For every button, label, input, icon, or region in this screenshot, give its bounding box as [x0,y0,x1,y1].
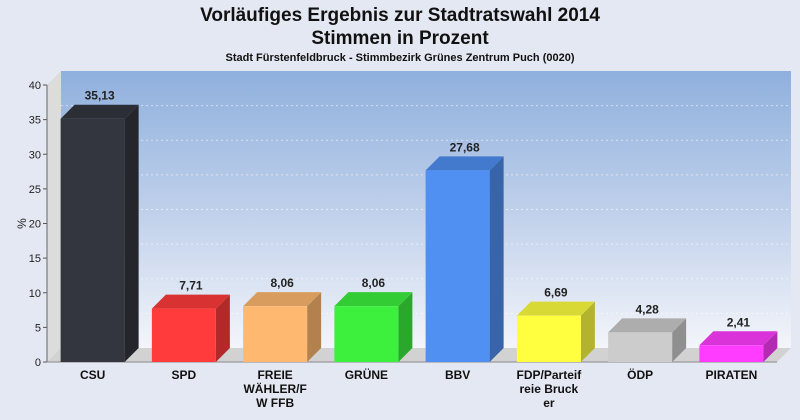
bar-front [243,306,308,362]
bar-side [307,292,322,362]
bar-side [763,331,778,362]
x-tick-label: FDP/Parteif [517,368,583,382]
y-tick-label: 5 [35,322,41,334]
bar-2[interactable] [151,294,230,362]
x-tick-label: FREIE [257,368,292,382]
y-tick-label: 0 [35,357,41,369]
x-tick-label: GRÜNE [345,367,388,382]
chart-subtitle: Stadt Fürstenfeldbruck - Stimmbezirk Grü… [225,52,575,64]
bar-top [243,292,322,307]
y-tick-label: 15 [29,253,41,265]
bar-8[interactable] [699,331,778,362]
y-tick-label: 25 [29,184,41,196]
bar-side [215,294,230,362]
bar-front [608,332,673,362]
bar-top [60,104,139,119]
x-tick-label: SPD [172,368,197,382]
x-tick-label: W FFB [256,396,294,410]
bar-top [608,318,687,333]
plot-floor [47,348,791,362]
bar-top [425,156,504,171]
bar-7[interactable] [608,318,687,362]
x-tick-label: CSU [80,368,105,382]
bar-value-label: 6,69 [544,286,568,300]
bar-side [124,104,139,363]
bar-3[interactable] [243,292,322,362]
bar-value-label: 4,28 [635,302,659,316]
bar-value-label: 7,71 [179,279,203,293]
bar-value-label: 8,06 [362,276,386,290]
y-tick-label: 35 [29,115,41,127]
bar-6[interactable] [516,301,595,362]
bar-value-label: 27,68 [450,140,480,154]
bars [60,104,778,363]
y-tick-label: 10 [29,288,41,300]
chart-title: Vorläufiges Ergebnis zur Stadtratswahl 2… [0,4,800,50]
bar-1[interactable] [60,104,139,363]
bar-front [334,306,399,362]
bar-front [425,170,490,362]
bar-top [699,331,778,346]
bar-5[interactable] [425,156,504,362]
bar-side [580,301,595,362]
bar-value-label: 2,41 [727,315,751,329]
plot-side-wall [47,71,61,362]
bar-front [699,345,764,362]
bar-value-label: 8,06 [270,276,294,290]
x-tick-label: ÖDP [627,367,653,382]
bar-4[interactable] [334,292,413,362]
bar-top [516,301,595,316]
x-tick-label: WÄHLER/F [243,381,306,396]
bar-side [672,318,687,362]
x-tick-label: reie Bruck [520,382,579,396]
y-tick-label: 40 [29,80,41,92]
bar-value-label: 35,13 [85,89,115,103]
x-tick-label: er [543,396,555,410]
y-axis-label: % [15,218,29,229]
bar-side [398,292,413,362]
bar-top [334,292,413,307]
y-tick-label: 20 [29,219,41,231]
title-line-1: Vorläufiges Ergebnis zur Stadtratswahl 2… [200,5,600,26]
x-tick-label: PIRATEN [705,368,757,382]
bar-front [60,118,125,362]
bar-top [151,294,230,309]
y-tick-label: 30 [29,149,41,161]
title-line-2: Stimmen in Prozent [311,28,489,49]
bar-front [151,308,216,362]
x-tick-label: BBV [445,368,470,382]
bar-side [489,156,504,362]
bar-front [516,315,581,362]
